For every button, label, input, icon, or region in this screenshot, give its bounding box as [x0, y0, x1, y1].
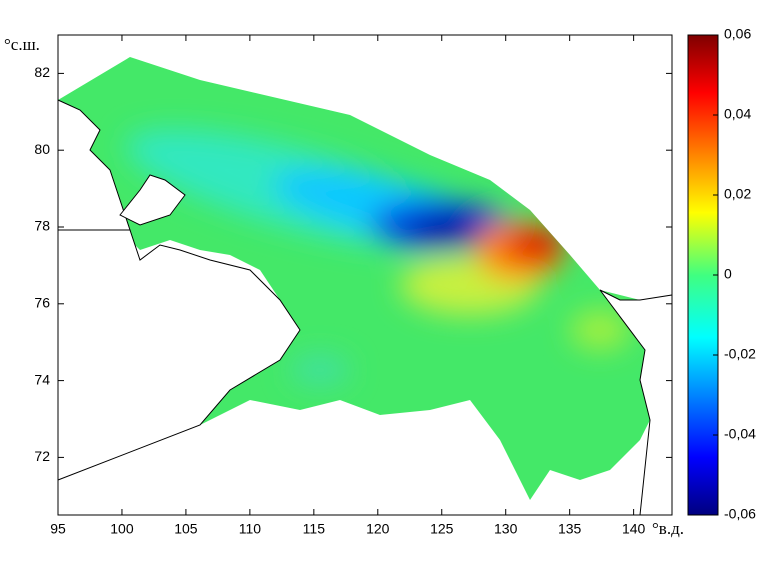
- colorbar-tick-label: 0: [724, 266, 732, 282]
- y-tick-label: 80: [34, 141, 50, 157]
- colorbar-tick-label: -0,02: [724, 346, 756, 362]
- land: [57, 99, 673, 516]
- x-tick-label: 95: [50, 521, 66, 537]
- x-tick-label: 140: [622, 521, 646, 537]
- y-tick-label: 72: [34, 448, 50, 464]
- x-tick-label: 125: [430, 521, 454, 537]
- x-tick-label: 120: [366, 521, 390, 537]
- x-tick-label: 100: [110, 521, 134, 537]
- colorbar-tick-label: -0,06: [724, 506, 756, 522]
- y-axis-label: °с.ш.: [4, 35, 40, 54]
- y-tick-label: 82: [34, 64, 50, 80]
- x-tick-label: 130: [494, 521, 518, 537]
- x-tick-label: 110: [239, 521, 262, 537]
- y-tick-label: 74: [34, 371, 50, 387]
- plot-frame: [57, 34, 673, 516]
- y-tick-label: 78: [34, 218, 50, 234]
- x-tick-label: 115: [303, 521, 326, 537]
- colorbar-tick-label: -0,04: [724, 426, 756, 442]
- x-axis-label: °в.д.: [652, 519, 684, 538]
- x-tick-label: 135: [558, 521, 582, 537]
- colorbar-tick-label: 0,02: [724, 186, 751, 202]
- x-tick-label: 105: [174, 521, 198, 537]
- colorbar-tick-label: 0,06: [724, 26, 751, 42]
- colorbar-tick-label: 0,04: [724, 106, 751, 122]
- y-tick-label: 76: [34, 295, 50, 311]
